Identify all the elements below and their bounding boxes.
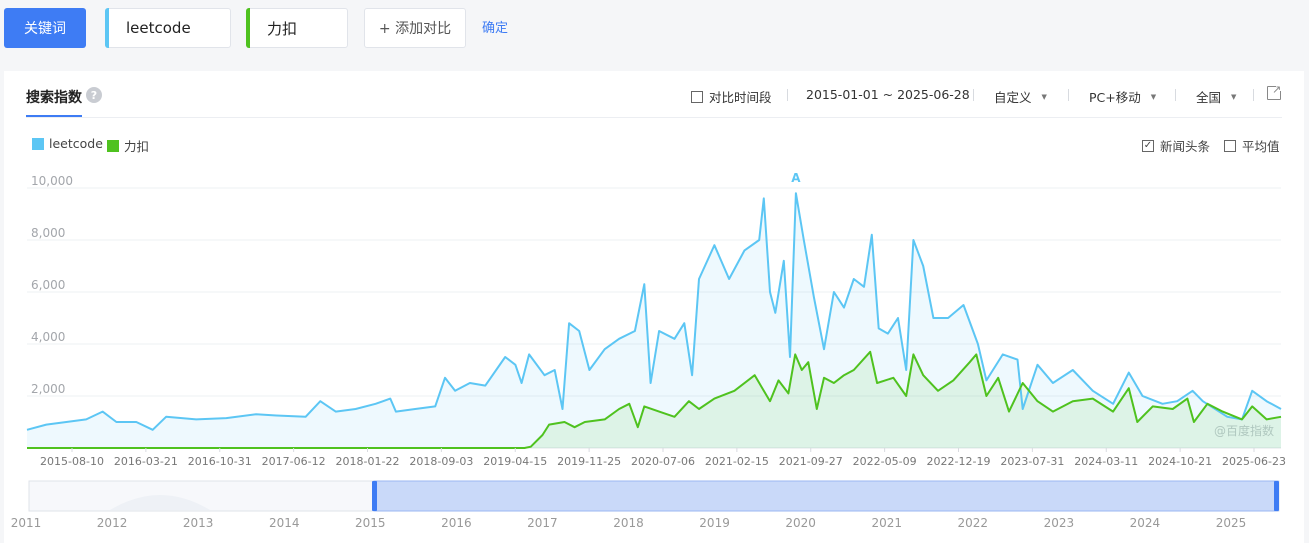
add-compare-button[interactable]: + 添加对比 bbox=[364, 8, 466, 48]
x-tick-label: 2016-03-21 bbox=[114, 455, 178, 468]
overview-year-label: 2015 bbox=[355, 516, 386, 530]
x-tick-label: 2021-09-27 bbox=[779, 455, 843, 468]
search-index-panel: 搜索指数 ? 对比时间段 2015-01-01 ~ 2025-06-28 自定义… bbox=[4, 71, 1304, 543]
divider bbox=[1253, 89, 1254, 101]
x-tick-label: 2022-12-19 bbox=[927, 455, 991, 468]
device-label: PC+移动 bbox=[1089, 90, 1141, 105]
overview-year-label: 2011 bbox=[11, 516, 42, 530]
range-overview: 2011 2012 2013 2014 2015 2016 2017 2018 2019 2020… bbox=[11, 480, 1280, 530]
annotations: A bbox=[791, 171, 801, 185]
series-line-leetcode bbox=[26, 192, 1282, 431]
overview-handle-left bbox=[372, 481, 377, 511]
date-range-picker[interactable]: 2015-01-01 ~ 2025-06-28 bbox=[806, 87, 970, 102]
x-tick-label: 2019-11-25 bbox=[557, 455, 621, 468]
x-tick-label: 2015-08-10 bbox=[40, 455, 104, 468]
region-label: 全国 bbox=[1196, 90, 1222, 105]
divider bbox=[973, 89, 974, 101]
x-tick-label: 2024-10-21 bbox=[1148, 455, 1212, 468]
x-tick-label: 2018-09-03 bbox=[409, 455, 473, 468]
caret-down-icon: ▼ bbox=[1231, 92, 1237, 101]
region-dropdown[interactable]: 全国 ▼ bbox=[1196, 87, 1236, 106]
x-tick-label: 2018-01-22 bbox=[336, 455, 400, 468]
x-tick-label: 2020-07-06 bbox=[631, 455, 695, 468]
checkbox-icon bbox=[691, 90, 703, 103]
overview-year-label: 2018 bbox=[613, 516, 644, 530]
average-toggle[interactable]: 平均值 bbox=[1224, 136, 1280, 155]
legend-label: leetcode bbox=[49, 136, 103, 151]
caret-down-icon: ▼ bbox=[1041, 92, 1047, 101]
question-icon[interactable]: ? bbox=[86, 87, 102, 103]
header-divider bbox=[26, 117, 1282, 118]
y-tick-label: 6,000 bbox=[31, 278, 65, 292]
tab-search-index[interactable]: 搜索指数 bbox=[26, 90, 82, 106]
overview-track bbox=[28, 480, 1280, 512]
overview-year-label: 2020 bbox=[785, 516, 816, 530]
annotation-label: A bbox=[791, 171, 801, 185]
grid-lines bbox=[27, 187, 1281, 449]
checkbox-checked-icon: ✓ bbox=[1142, 139, 1154, 152]
series-areas bbox=[27, 193, 1281, 448]
keyword-button[interactable]: 关键词 bbox=[4, 8, 86, 48]
checkbox-icon bbox=[1224, 139, 1236, 152]
custom-dropdown[interactable]: 自定义 ▼ bbox=[994, 87, 1047, 106]
overview-year-label: 2017 bbox=[527, 516, 558, 530]
legend-item-leetcode[interactable]: leetcode bbox=[32, 136, 103, 151]
x-axis-ticks: 2015-08-10 2016-03-21 2016-10-31 2017-06-12… bbox=[40, 448, 1286, 468]
y-tick-label: 10,000 bbox=[31, 174, 73, 188]
overview-year-label: 2014 bbox=[269, 516, 300, 530]
keyword-input-leetcode[interactable]: leetcode bbox=[105, 8, 231, 48]
legend-swatch bbox=[107, 139, 119, 152]
export-icon[interactable] bbox=[1267, 84, 1283, 100]
active-tab-indicator bbox=[26, 115, 82, 117]
divider bbox=[1068, 89, 1069, 101]
y-tick-label: 8,000 bbox=[31, 226, 65, 240]
y-axis-ticks: 10,000 8,000 6,000 4,000 2,000 bbox=[31, 174, 73, 396]
x-tick-label: 2024-03-11 bbox=[1074, 455, 1138, 468]
x-tick-label: 2025-06-23 bbox=[1222, 455, 1286, 468]
overview-year-label: 2022 bbox=[958, 516, 989, 530]
divider bbox=[787, 89, 788, 101]
overview-year-label: 2013 bbox=[183, 516, 214, 530]
date-range-label: 2015-01-01 ~ 2025-06-28 bbox=[806, 87, 970, 102]
x-tick-label: 2022-05-09 bbox=[853, 455, 917, 468]
overview-year-label: 2019 bbox=[699, 516, 730, 530]
caret-down-icon: ▼ bbox=[1150, 92, 1157, 101]
overview-selection bbox=[373, 480, 1279, 512]
y-tick-label: 2,000 bbox=[31, 382, 65, 396]
export-arrow-icon: ↗ bbox=[1272, 83, 1282, 96]
overview-handle-right bbox=[1274, 481, 1279, 511]
overview-year-label: 2025 bbox=[1216, 516, 1247, 530]
overview-year-label: 2024 bbox=[1130, 516, 1161, 530]
keyword-input-likou[interactable]: 力扣 bbox=[246, 8, 348, 48]
overview-year-label: 2012 bbox=[97, 516, 128, 530]
compare-period-label: 对比时间段 bbox=[709, 90, 772, 105]
legend-label: 力扣 bbox=[124, 139, 150, 154]
series-area-leetcode bbox=[27, 193, 1281, 448]
average-label: 平均值 bbox=[1242, 139, 1280, 154]
overview-history-shape bbox=[110, 495, 210, 510]
overview-year-label: 2021 bbox=[871, 516, 902, 530]
overview-year-label: 2023 bbox=[1044, 516, 1075, 530]
x-tick-label: 2019-04-15 bbox=[483, 455, 547, 468]
y-tick-label: 4,000 bbox=[31, 330, 65, 344]
overview-year-label: 2016 bbox=[441, 516, 472, 530]
x-tick-label: 2017-06-12 bbox=[262, 455, 326, 468]
series-lines bbox=[26, 192, 1282, 449]
confirm-link[interactable]: 确定 bbox=[482, 21, 509, 36]
legend-swatch bbox=[32, 137, 44, 150]
legend-item-likou[interactable]: 力扣 bbox=[107, 136, 149, 155]
series-area-likou bbox=[27, 351, 1281, 448]
x-tick-label: 2021-02-15 bbox=[705, 455, 769, 468]
news-headlines-toggle[interactable]: ✓ 新闻头条 bbox=[1142, 136, 1210, 155]
compare-period-toggle[interactable]: 对比时间段 bbox=[691, 87, 772, 106]
x-tick-label: 2016-10-31 bbox=[188, 455, 252, 468]
x-tick-label: 2023-07-31 bbox=[1000, 455, 1064, 468]
series-line-likou bbox=[27, 350, 1282, 449]
device-dropdown[interactable]: PC+移动 ▼ bbox=[1089, 87, 1156, 106]
divider bbox=[1175, 89, 1176, 101]
news-headlines-label: 新闻头条 bbox=[1160, 139, 1211, 154]
custom-label: 自定义 bbox=[994, 90, 1032, 105]
watermark: @百度指数 bbox=[1214, 422, 1274, 439]
